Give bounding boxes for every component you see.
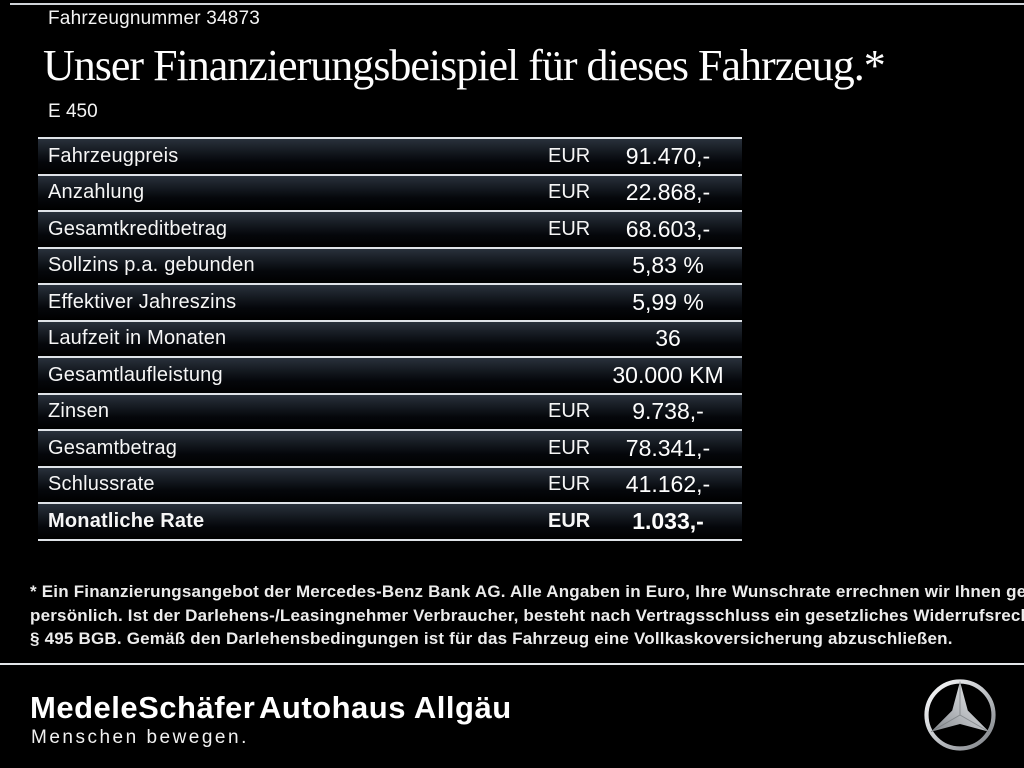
row-label: Monatliche Rate <box>48 509 205 532</box>
row-currency: EUR <box>548 144 591 167</box>
row-value: 30.000 KM <box>612 361 724 388</box>
table-row: Sollzins p.a. gebunden 5,83 % <box>38 246 742 283</box>
footnote-line: § 495 BGB. Gemäß den Darlehensbedingunge… <box>30 629 953 648</box>
mercedes-star-svg <box>924 679 996 751</box>
dealer-logo-medele-schaefer: MedeleSchäfer <box>30 690 256 725</box>
row-value: 9.738,- <box>632 398 704 425</box>
row-label: Zinsen <box>48 400 110 423</box>
table-row: Gesamtlaufleistung 30.000 KM <box>38 356 742 393</box>
row-label: Laufzeit in Monaten <box>48 327 227 350</box>
row-currency: EUR <box>548 217 591 240</box>
row-currency: EUR <box>548 473 591 496</box>
vehicle-number: Fahrzeugnummer 34873 <box>48 8 261 29</box>
table-row: Gesamtkreditbetrag EUR 68.603,- <box>38 210 742 247</box>
top-divider <box>10 3 1024 5</box>
table-row: Zinsen EUR 9.738,- <box>38 392 742 429</box>
row-label: Gesamtbetrag <box>48 436 178 459</box>
financing-table: Fahrzeugpreis EUR 91.470,- Anzahlung EUR… <box>38 137 742 541</box>
dealer-logo-autohaus-allgaeu: Autohaus Allgäu <box>259 690 512 725</box>
row-value: 1.033,- <box>632 507 704 534</box>
row-value: 41.162,- <box>625 471 711 498</box>
row-currency: EUR <box>548 400 591 423</box>
row-label: Sollzins p.a. gebunden <box>48 254 255 277</box>
dealer-tagline: Menschen bewegen. <box>31 727 249 748</box>
row-currency: EUR <box>548 181 591 204</box>
page-title: Unser Finanzierungsbeispiel für dieses F… <box>43 41 886 90</box>
table-row: Effektiver Jahreszins 5,99 % <box>38 283 742 320</box>
footer-divider <box>0 663 1024 665</box>
row-value: 78.341,- <box>625 434 711 461</box>
table-row: Laufzeit in Monaten 36 <box>38 319 742 356</box>
table-row: Gesamtbetrag EUR 78.341,- <box>38 429 742 466</box>
table-row: Anzahlung EUR 22.868,- <box>38 173 742 210</box>
row-label: Fahrzeugpreis <box>48 144 179 167</box>
row-label: Schlussrate <box>48 473 155 496</box>
mercedes-benz-star-icon <box>920 675 1000 755</box>
table-row: Schlussrate EUR 41.162,- <box>38 465 742 502</box>
footnote-line: * Ein Finanzierungsangebot der Mercedes-… <box>30 582 1024 601</box>
row-label: Gesamtlaufleistung <box>48 363 223 386</box>
row-value: 22.868,- <box>625 179 711 206</box>
legal-footnote: * Ein Finanzierungsangebot der Mercedes-… <box>30 580 1024 651</box>
table-row: Fahrzeugpreis EUR 91.470,- <box>38 137 742 174</box>
row-value: 5,83 % <box>632 252 704 279</box>
row-currency: EUR <box>548 436 591 459</box>
table-row-monthly-rate: Monatliche Rate EUR 1.033,- <box>38 502 742 539</box>
row-currency: EUR <box>548 509 591 532</box>
row-label: Gesamtkreditbetrag <box>48 217 228 240</box>
row-label: Anzahlung <box>48 181 145 204</box>
row-value: 5,99 % <box>632 288 704 315</box>
row-label: Effektiver Jahreszins <box>48 290 237 313</box>
row-value: 68.603,- <box>625 215 711 242</box>
vehicle-model: E 450 <box>48 101 98 122</box>
footnote-line: persönlich. Ist der Darlehens-/Leasingne… <box>30 605 1024 625</box>
row-value: 36 <box>655 325 681 352</box>
row-value: 91.470,- <box>625 142 711 169</box>
